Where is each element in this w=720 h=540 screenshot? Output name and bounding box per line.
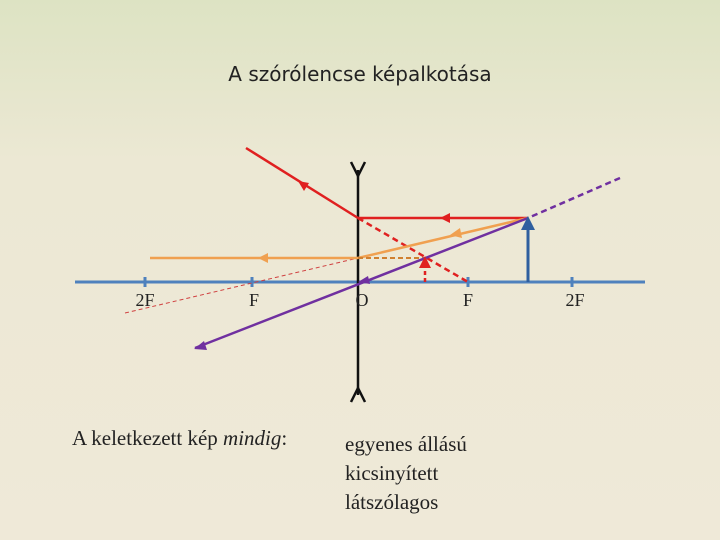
axis-label: 2F: [135, 290, 155, 310]
purple-ray: [194, 176, 621, 350]
title: A szórólencse képalkotása: [228, 62, 492, 86]
conclusion-prefix: A keletkezett kép: [72, 426, 218, 450]
orange-ray: [150, 216, 529, 263]
property: látszólagos: [345, 490, 439, 514]
red-ray: [245, 146, 528, 284]
conclusion-suffix: :: [281, 426, 288, 450]
property: egyenes állású: [345, 432, 467, 456]
axis-label: F: [248, 290, 260, 310]
axis-ticks: [143, 277, 574, 287]
conclusion-emphasis: mindig: [223, 426, 282, 450]
axis-label: 2F: [565, 290, 585, 310]
lens: [349, 161, 367, 403]
property: kicsinyített: [345, 461, 439, 485]
properties: egyenes állású kicsinyített látszólagos: [345, 430, 467, 517]
conclusion: A keletkezett kép mindig:: [72, 426, 287, 451]
axis-label: O: [355, 290, 369, 310]
image-arrow: [419, 256, 431, 282]
extension-line: [124, 257, 359, 314]
axis-label: F: [462, 290, 474, 310]
object-arrow: [521, 216, 535, 282]
